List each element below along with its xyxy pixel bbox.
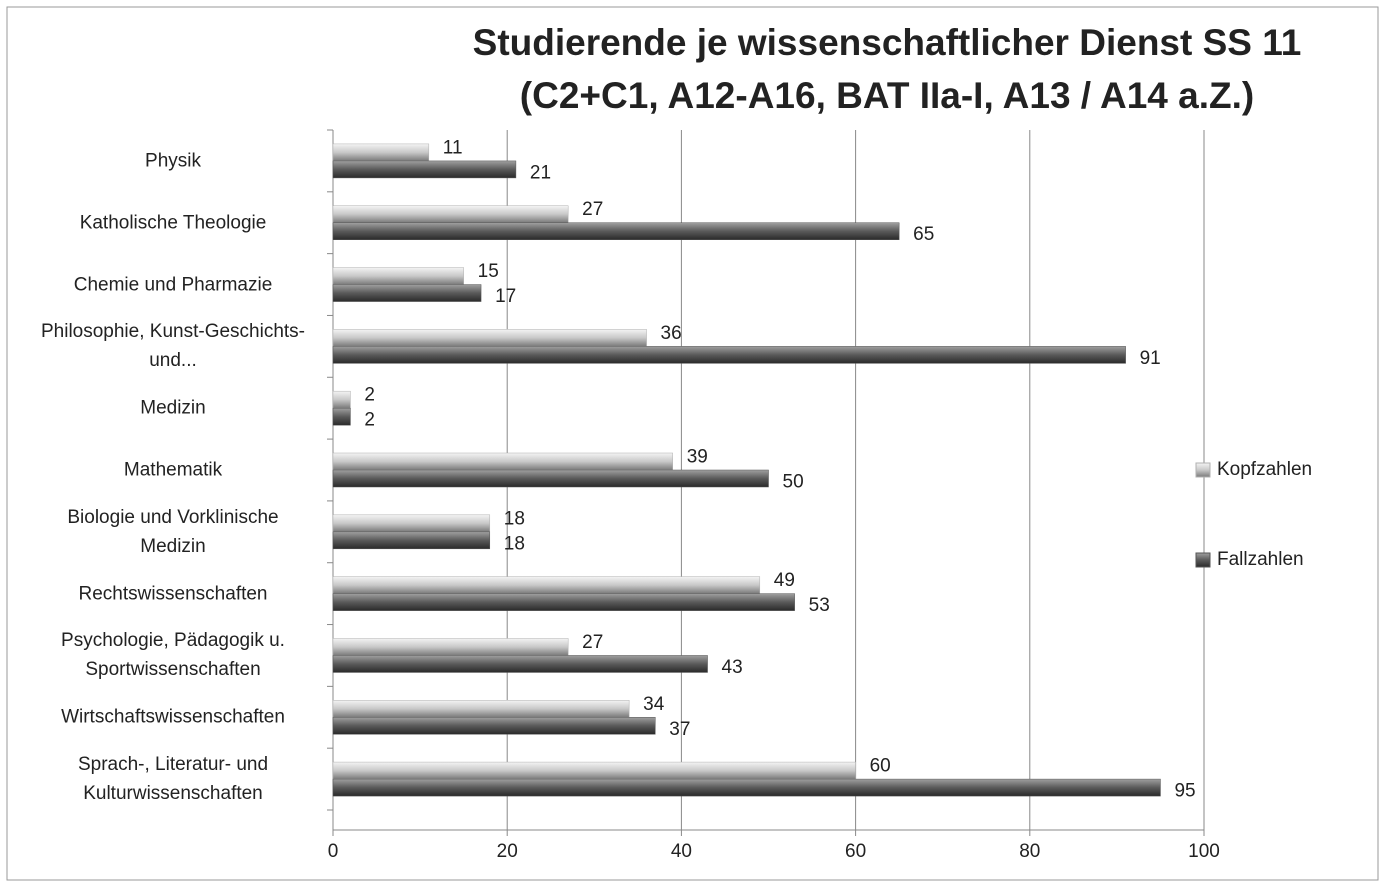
title-line: (C2+C1, A12-A16, BAT IIa-I, A13 / A14 a.… [520, 75, 1254, 116]
data-label: 43 [722, 657, 743, 678]
data-label: 60 [870, 756, 891, 777]
y-tick-label: Philosophie, Kunst-Geschichts- und... [40, 321, 305, 372]
bar [332, 143, 430, 162]
data-label: 50 [783, 472, 804, 493]
data-label: 95 [1174, 781, 1195, 802]
data-label: 18 [504, 508, 525, 529]
bar [332, 329, 647, 347]
data-label: 37 [669, 719, 690, 740]
x-tick-label: 100 [1188, 841, 1220, 862]
y-tick-label: Biologie und Vorklinische Medizin [67, 506, 279, 557]
bar [332, 638, 569, 656]
bar [332, 390, 351, 409]
bar [332, 761, 856, 780]
legend-label: Fallzahlen [1217, 549, 1304, 570]
bar [332, 700, 630, 718]
data-label: 36 [661, 323, 682, 344]
bar [332, 407, 351, 426]
bar [332, 160, 517, 179]
y-tick-label: Psychologie, Pädagogik u. Sportwissensch… [61, 630, 285, 681]
y-tick-label: Chemie und Pharmazie [73, 274, 273, 296]
bar [332, 346, 1126, 364]
bar [332, 222, 900, 240]
bar [332, 514, 491, 533]
bar [332, 284, 482, 302]
y-tick-label: Physik [145, 150, 201, 172]
y-tick-label: Sprach-, Literatur- und Kulturwissenscha… [77, 754, 269, 805]
bar [332, 267, 464, 285]
chart-title: Studierende je wissenschaftlicher Dienst… [473, 22, 1302, 116]
x-tick-label: 80 [1019, 841, 1040, 862]
y-tick-label: Katholische Theologie [79, 212, 267, 234]
legend-label: Kopfzahlen [1217, 459, 1312, 480]
bar [332, 576, 761, 594]
y-tick-label: Rechtswissenschaften [78, 583, 268, 605]
data-label: 27 [582, 632, 603, 653]
y-tick-label: Wirtschaftswissenschaften [61, 706, 285, 728]
legend-swatch [1195, 462, 1211, 478]
data-label: 53 [809, 595, 830, 616]
data-label: 2 [364, 410, 375, 431]
y-tick-label: Medizin [140, 397, 206, 419]
bar [332, 469, 769, 488]
bar [332, 717, 656, 735]
data-label: 49 [774, 570, 795, 591]
x-tick-label: 20 [497, 841, 518, 862]
x-tick-label: 40 [671, 841, 692, 862]
data-label: 27 [582, 199, 603, 220]
data-label: 18 [504, 533, 525, 554]
bar [332, 593, 795, 611]
legend-swatch [1195, 552, 1211, 568]
y-tick-label: Mathematik [123, 459, 223, 481]
data-label: 91 [1140, 348, 1161, 369]
bar [332, 778, 1161, 797]
x-tick-label: 0 [328, 841, 339, 862]
chart-border [6, 6, 1379, 881]
title-line: Studierende je wissenschaftlicher Dienst… [473, 22, 1302, 63]
data-label: 2 [364, 385, 375, 406]
x-tick-label: 60 [845, 841, 866, 862]
bar [332, 655, 708, 673]
bar [332, 205, 569, 223]
data-label: 34 [643, 694, 665, 715]
data-label: 39 [687, 447, 708, 468]
data-label: 65 [913, 224, 934, 245]
data-label: 17 [495, 286, 516, 307]
data-label: 21 [530, 162, 551, 183]
bar [332, 531, 491, 550]
bar [332, 452, 673, 471]
data-label: 15 [478, 261, 499, 282]
data-label: 11 [443, 137, 463, 158]
